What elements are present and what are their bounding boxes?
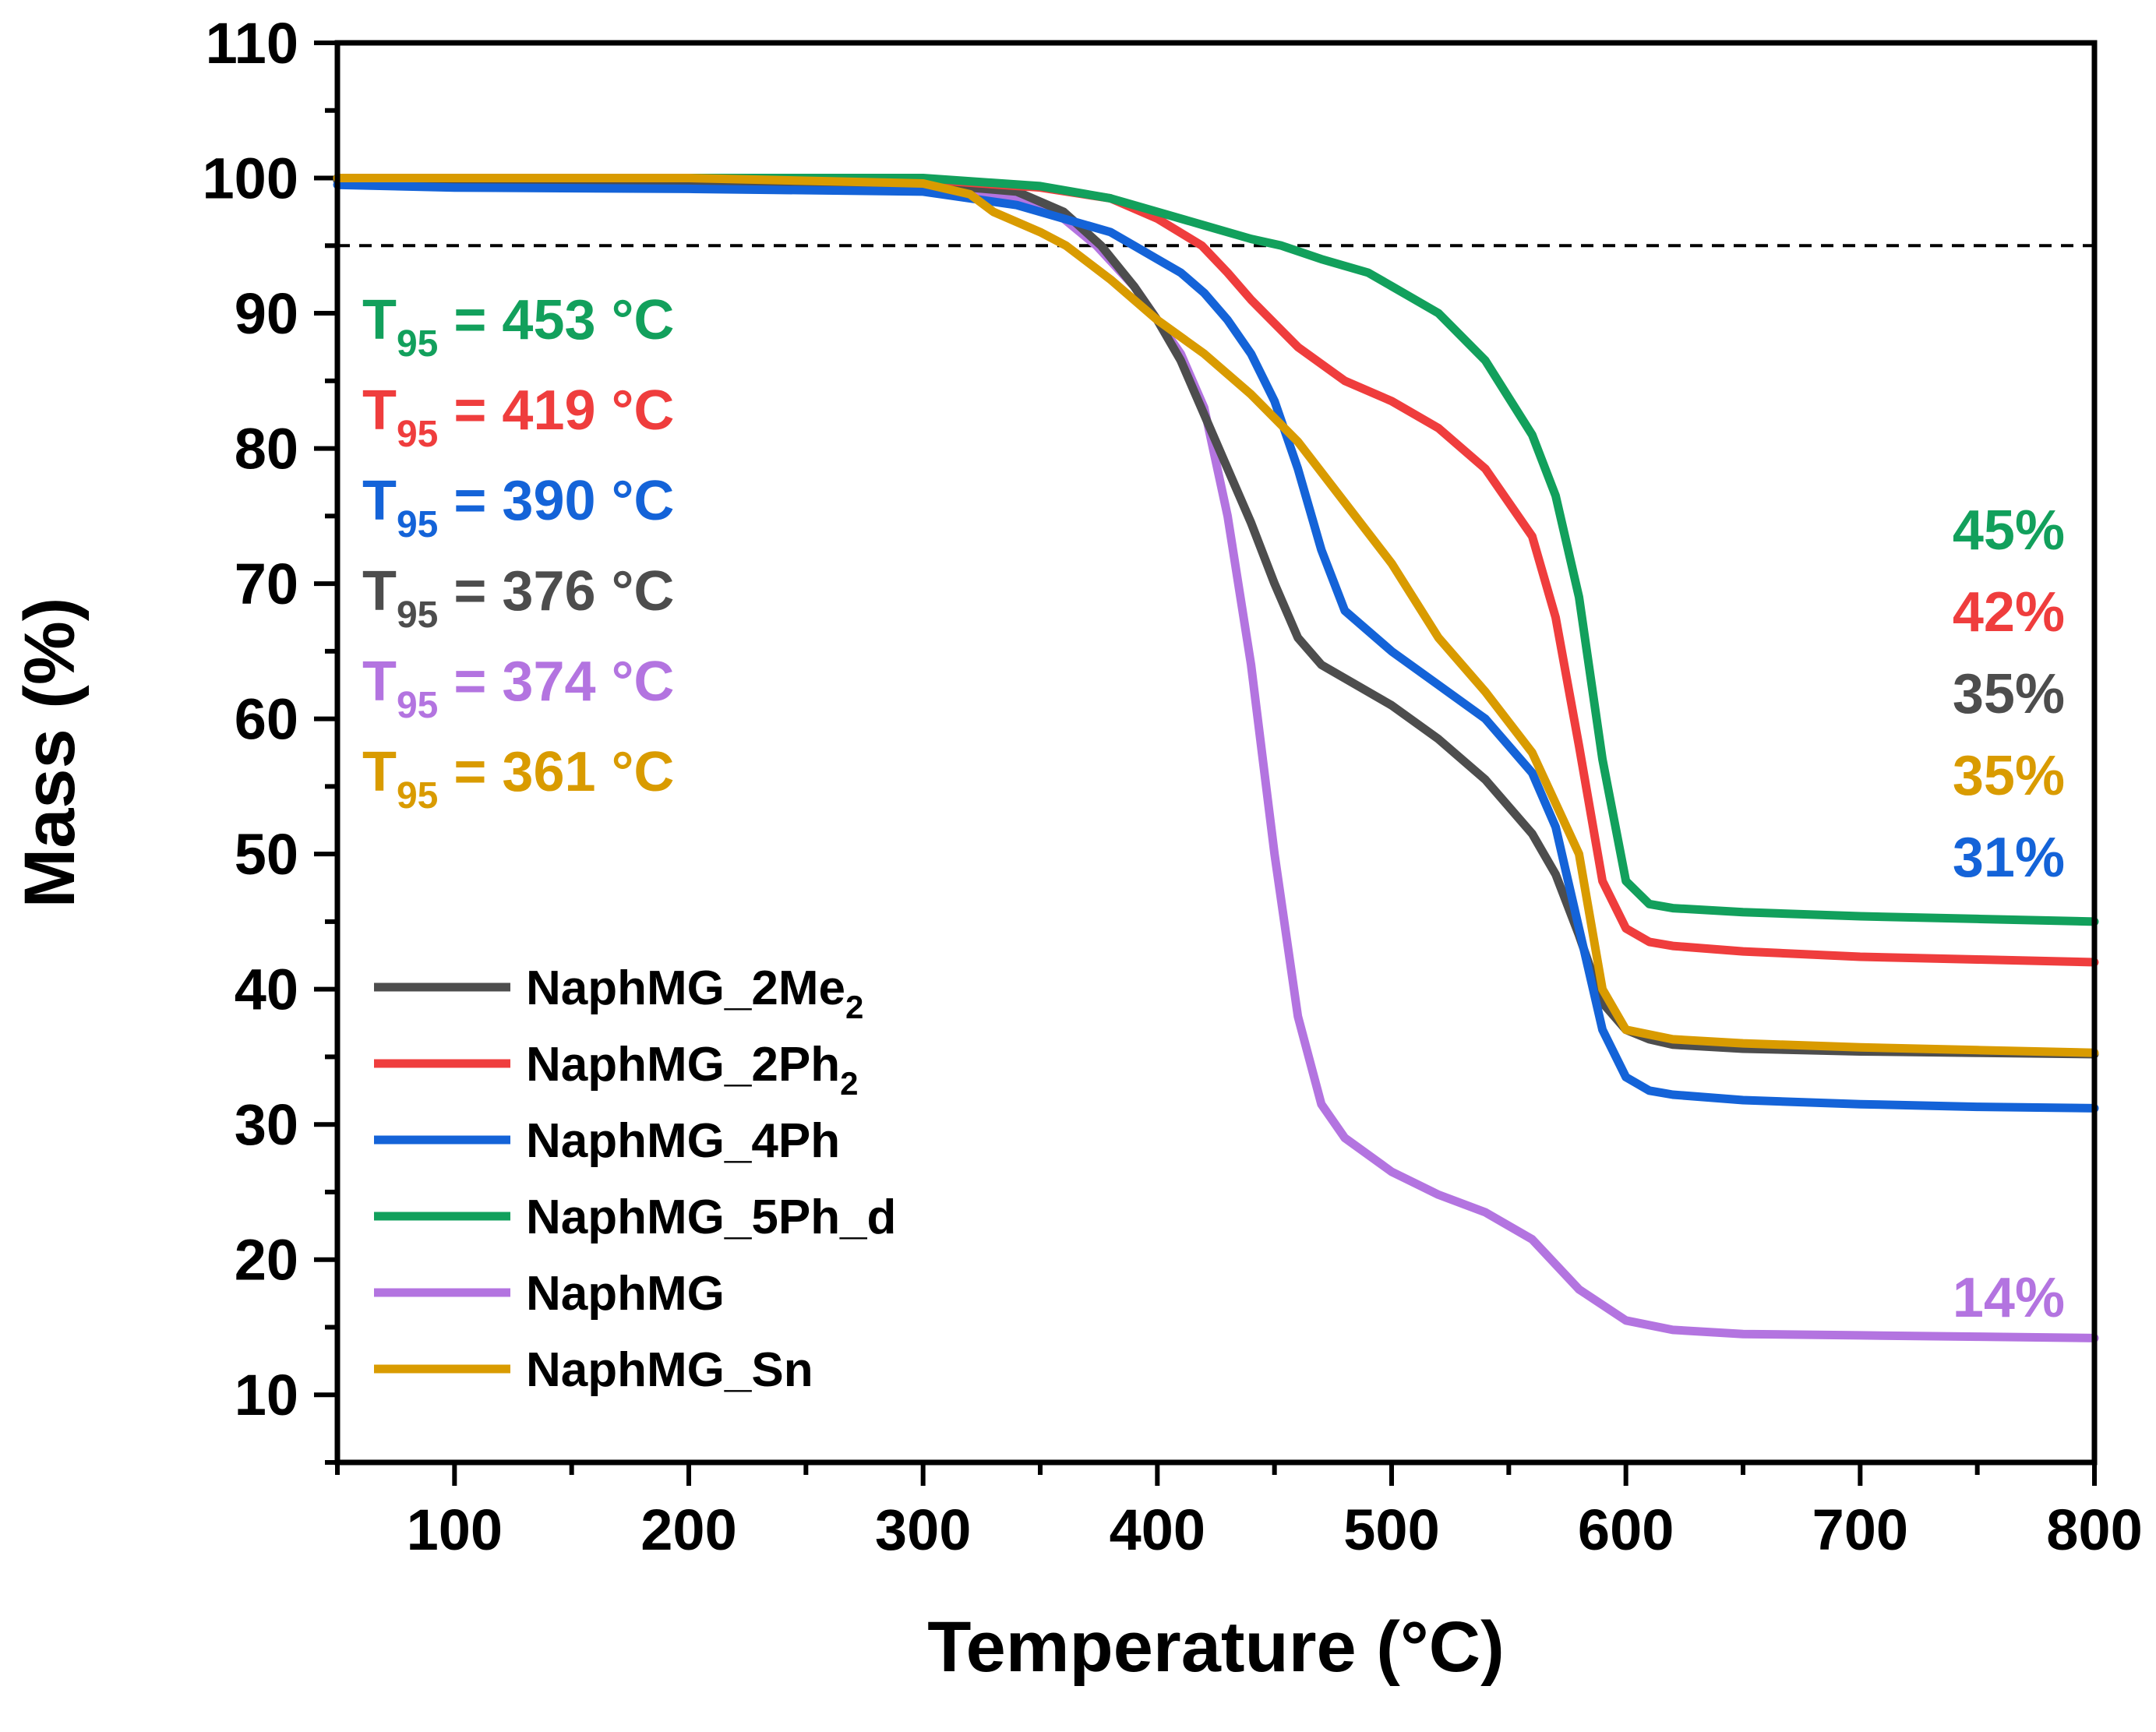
residue-label: 31%: [1953, 827, 2065, 889]
y-tick-label: 110: [206, 11, 298, 76]
legend-entry: NaphMG_2Me2: [526, 961, 863, 1025]
x-tick-label: 500: [1343, 1497, 1439, 1562]
residue-label: 35%: [1953, 745, 2065, 807]
legend-entry: NaphMG_5Ph_d: [526, 1191, 896, 1244]
residue-label: 14%: [1953, 1267, 2065, 1329]
legend: NaphMG_2Me2 NaphMG_2Ph2 NaphMG_4Ph NaphMG_5…: [374, 961, 896, 1397]
residue-label: 35%: [1953, 663, 2065, 725]
residue-label: 42%: [1953, 581, 2065, 644]
legend-entry: NaphMG_Sn: [526, 1343, 813, 1397]
x-axis-title: Temperature (°C): [927, 1607, 1505, 1687]
t95-label: T95 = 453 °C: [362, 289, 674, 365]
t95-label: T95 = 374 °C: [362, 651, 674, 726]
legend-entry: NaphMG_2Ph2: [526, 1038, 858, 1102]
t95-label: T95 = 419 °C: [362, 379, 674, 455]
t95-label: T95 = 361 °C: [362, 741, 674, 817]
y-tick-label: 10: [235, 1363, 298, 1427]
y-tick-label: 80: [235, 417, 298, 482]
y-tick-label: 40: [235, 958, 298, 1022]
x-tick-label: 300: [875, 1497, 971, 1562]
series-line-naphmg-5ph-d: [333, 174, 2099, 926]
series-line-naphmg-2me: [333, 176, 2099, 1059]
plot-frame: [334, 40, 2098, 1466]
x-tick-label: 400: [1110, 1497, 1205, 1562]
series-layer: [333, 174, 2099, 1342]
series-line-naphmg-4ph: [333, 180, 2099, 1113]
x-tick-label: 700: [1812, 1497, 1908, 1562]
y-tick-label: 20: [235, 1228, 298, 1293]
series-line-naphmg-sn: [333, 174, 2099, 1057]
y-tick-label: 70: [235, 552, 298, 616]
y-axis-title: Mass (%): [10, 598, 90, 908]
x-tick-label: 600: [1578, 1497, 1674, 1562]
annotation-layer: T95 = 453 °C T95 = 419 °C T95 = 390 °C T95 …: [362, 289, 2065, 1329]
legend-entry: NaphMG_4Ph: [526, 1114, 840, 1168]
y-tick-label: 60: [235, 687, 298, 752]
y-tick-label: 30: [235, 1092, 298, 1157]
x-tick-label: 100: [407, 1497, 503, 1562]
x-tick-label: 200: [640, 1497, 736, 1562]
y-tick-label: 90: [235, 281, 298, 346]
y-tick-label: 100: [203, 146, 298, 211]
legend-entry: NaphMG: [526, 1267, 725, 1321]
t95-label: T95 = 390 °C: [362, 470, 674, 545]
y-tick-label: 50: [235, 822, 298, 887]
axis-layer: 100 200 300 400 500 600 700 800 10 20 30 40 50 60 70 80…: [203, 11, 2143, 1562]
t95-label: T95 = 376 °C: [362, 560, 674, 636]
residue-label: 45%: [1953, 499, 2065, 562]
x-tick-label: 800: [2046, 1497, 2142, 1562]
